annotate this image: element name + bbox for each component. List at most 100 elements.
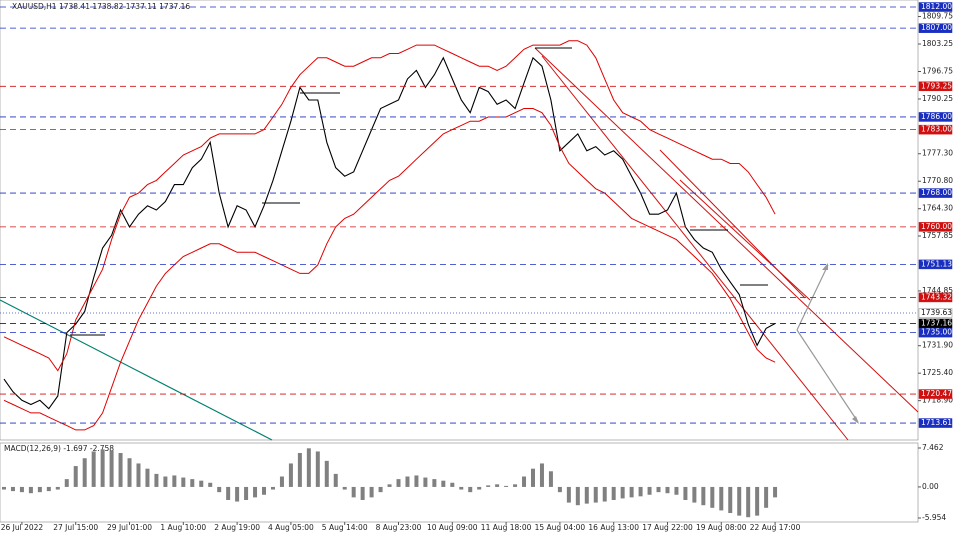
trend-line — [679, 179, 811, 301]
macd-bar — [719, 486, 724, 511]
macd-bar — [199, 480, 204, 487]
x-tick-label: 15 Aug 04:00 — [535, 523, 586, 532]
macd-bar — [566, 486, 571, 503]
macd-bar — [396, 479, 401, 487]
level-box — [918, 259, 953, 270]
macd-bar — [253, 486, 258, 498]
macd-bar — [638, 486, 643, 497]
y-tick-label: 1718.90 — [922, 396, 953, 405]
macd-bar — [548, 471, 553, 487]
macd-bar — [10, 486, 15, 492]
macd-bar — [773, 486, 778, 498]
level-label: 1720.47 — [921, 389, 952, 398]
macd-bar — [109, 450, 114, 487]
level-box — [918, 112, 953, 122]
x-tick-label: 27 Jul 15:00 — [53, 523, 98, 532]
macd-bar — [217, 486, 222, 493]
y-tick-label: 1809.75 — [922, 12, 953, 21]
macd-bar — [306, 448, 311, 487]
macd-bar — [64, 479, 69, 487]
macd-bar — [683, 486, 688, 500]
indicator-title: MACD(12,26,9) -1.697 -2.758 — [4, 444, 114, 453]
level-box — [918, 418, 953, 428]
trend-line — [541, 55, 849, 441]
level-label: 1760.00 — [921, 222, 952, 231]
macd-bar — [118, 453, 123, 487]
price-line — [3, 56, 776, 410]
macd-bar — [495, 484, 500, 487]
macd-bar — [181, 477, 186, 487]
chart-title: XAUUSD,H1 1738.41 1738.82 1737.11 1737.1… — [12, 2, 190, 11]
level-label: 1807.00 — [921, 23, 952, 32]
x-tick-label: 22 Aug 17:00 — [750, 523, 801, 532]
macd-bar — [262, 486, 267, 495]
macd-bar — [378, 486, 383, 493]
macd-bar — [163, 476, 168, 487]
level-label: 1793.25 — [921, 81, 952, 90]
macd-bar — [279, 476, 284, 487]
macd-bar — [504, 485, 509, 487]
macd-bar — [468, 486, 473, 493]
y-tick-label: 1796.75 — [922, 67, 953, 76]
macd-bar — [629, 486, 634, 498]
macd-bar — [127, 458, 132, 487]
macd-bar — [584, 486, 589, 504]
x-tick-label: 16 Aug 13:00 — [588, 523, 639, 532]
macd-bar — [2, 486, 6, 490]
x-tick-label: 2 Aug 19:00 — [214, 523, 260, 532]
arrow-head — [822, 263, 828, 270]
macd-bar — [486, 485, 491, 487]
x-tick-label: 11 Aug 18:00 — [481, 523, 532, 532]
macd-bar — [100, 449, 105, 487]
macd-bar — [28, 486, 33, 494]
macd-bar — [575, 486, 580, 506]
forecast-arrow — [796, 329, 859, 423]
level-box — [918, 389, 953, 399]
level-box — [918, 2, 953, 12]
level-box — [918, 292, 953, 303]
x-tick-label: 5 Aug 14:00 — [322, 523, 368, 532]
macd-bar — [441, 480, 446, 487]
macd-bar — [557, 486, 562, 493]
level-label: 1739.63 — [921, 308, 952, 317]
macd-bar — [369, 486, 374, 498]
macd-bar — [513, 484, 518, 487]
x-tick-label: 4 Aug 05:00 — [268, 523, 314, 532]
x-tick-label: 26 Jul 2022 — [1, 523, 44, 532]
level-box — [918, 188, 953, 198]
macd-bar — [710, 486, 715, 508]
level-label: 1786.00 — [921, 112, 952, 121]
macd-bar — [530, 468, 535, 487]
macd-panel — [0, 442, 919, 523]
macd-bar — [333, 473, 338, 487]
macd-bar — [755, 486, 760, 516]
level-label: 1751.13 — [921, 259, 952, 268]
macd-bar — [288, 463, 293, 487]
macd-bar — [737, 486, 742, 516]
macd-bar — [136, 463, 141, 487]
macd-bar — [477, 486, 482, 490]
macd-bar — [423, 477, 428, 487]
macd-bar — [145, 468, 150, 487]
macd-bar — [405, 476, 410, 487]
y-tick-label: 1757.85 — [922, 231, 953, 240]
macd-bar — [46, 486, 51, 492]
macd-bar — [315, 451, 320, 487]
macd-bar — [360, 486, 365, 500]
macd-bar — [459, 486, 464, 490]
level-box — [918, 327, 953, 338]
level-box — [918, 23, 953, 33]
macd-bar — [172, 475, 177, 487]
level-label: 1737.16 — [921, 318, 952, 327]
y-tick-label: 1725.40 — [922, 368, 953, 377]
macd-bar — [522, 476, 527, 487]
macd-bar — [55, 486, 60, 490]
macd-bar — [235, 486, 240, 502]
macd-bar — [611, 486, 616, 500]
macd-bar — [539, 463, 544, 487]
y-tick-label: 1731.90 — [922, 341, 953, 350]
macd-bar — [746, 486, 751, 518]
level-label: 1812.00 — [921, 2, 952, 11]
arrow-head — [852, 416, 859, 424]
